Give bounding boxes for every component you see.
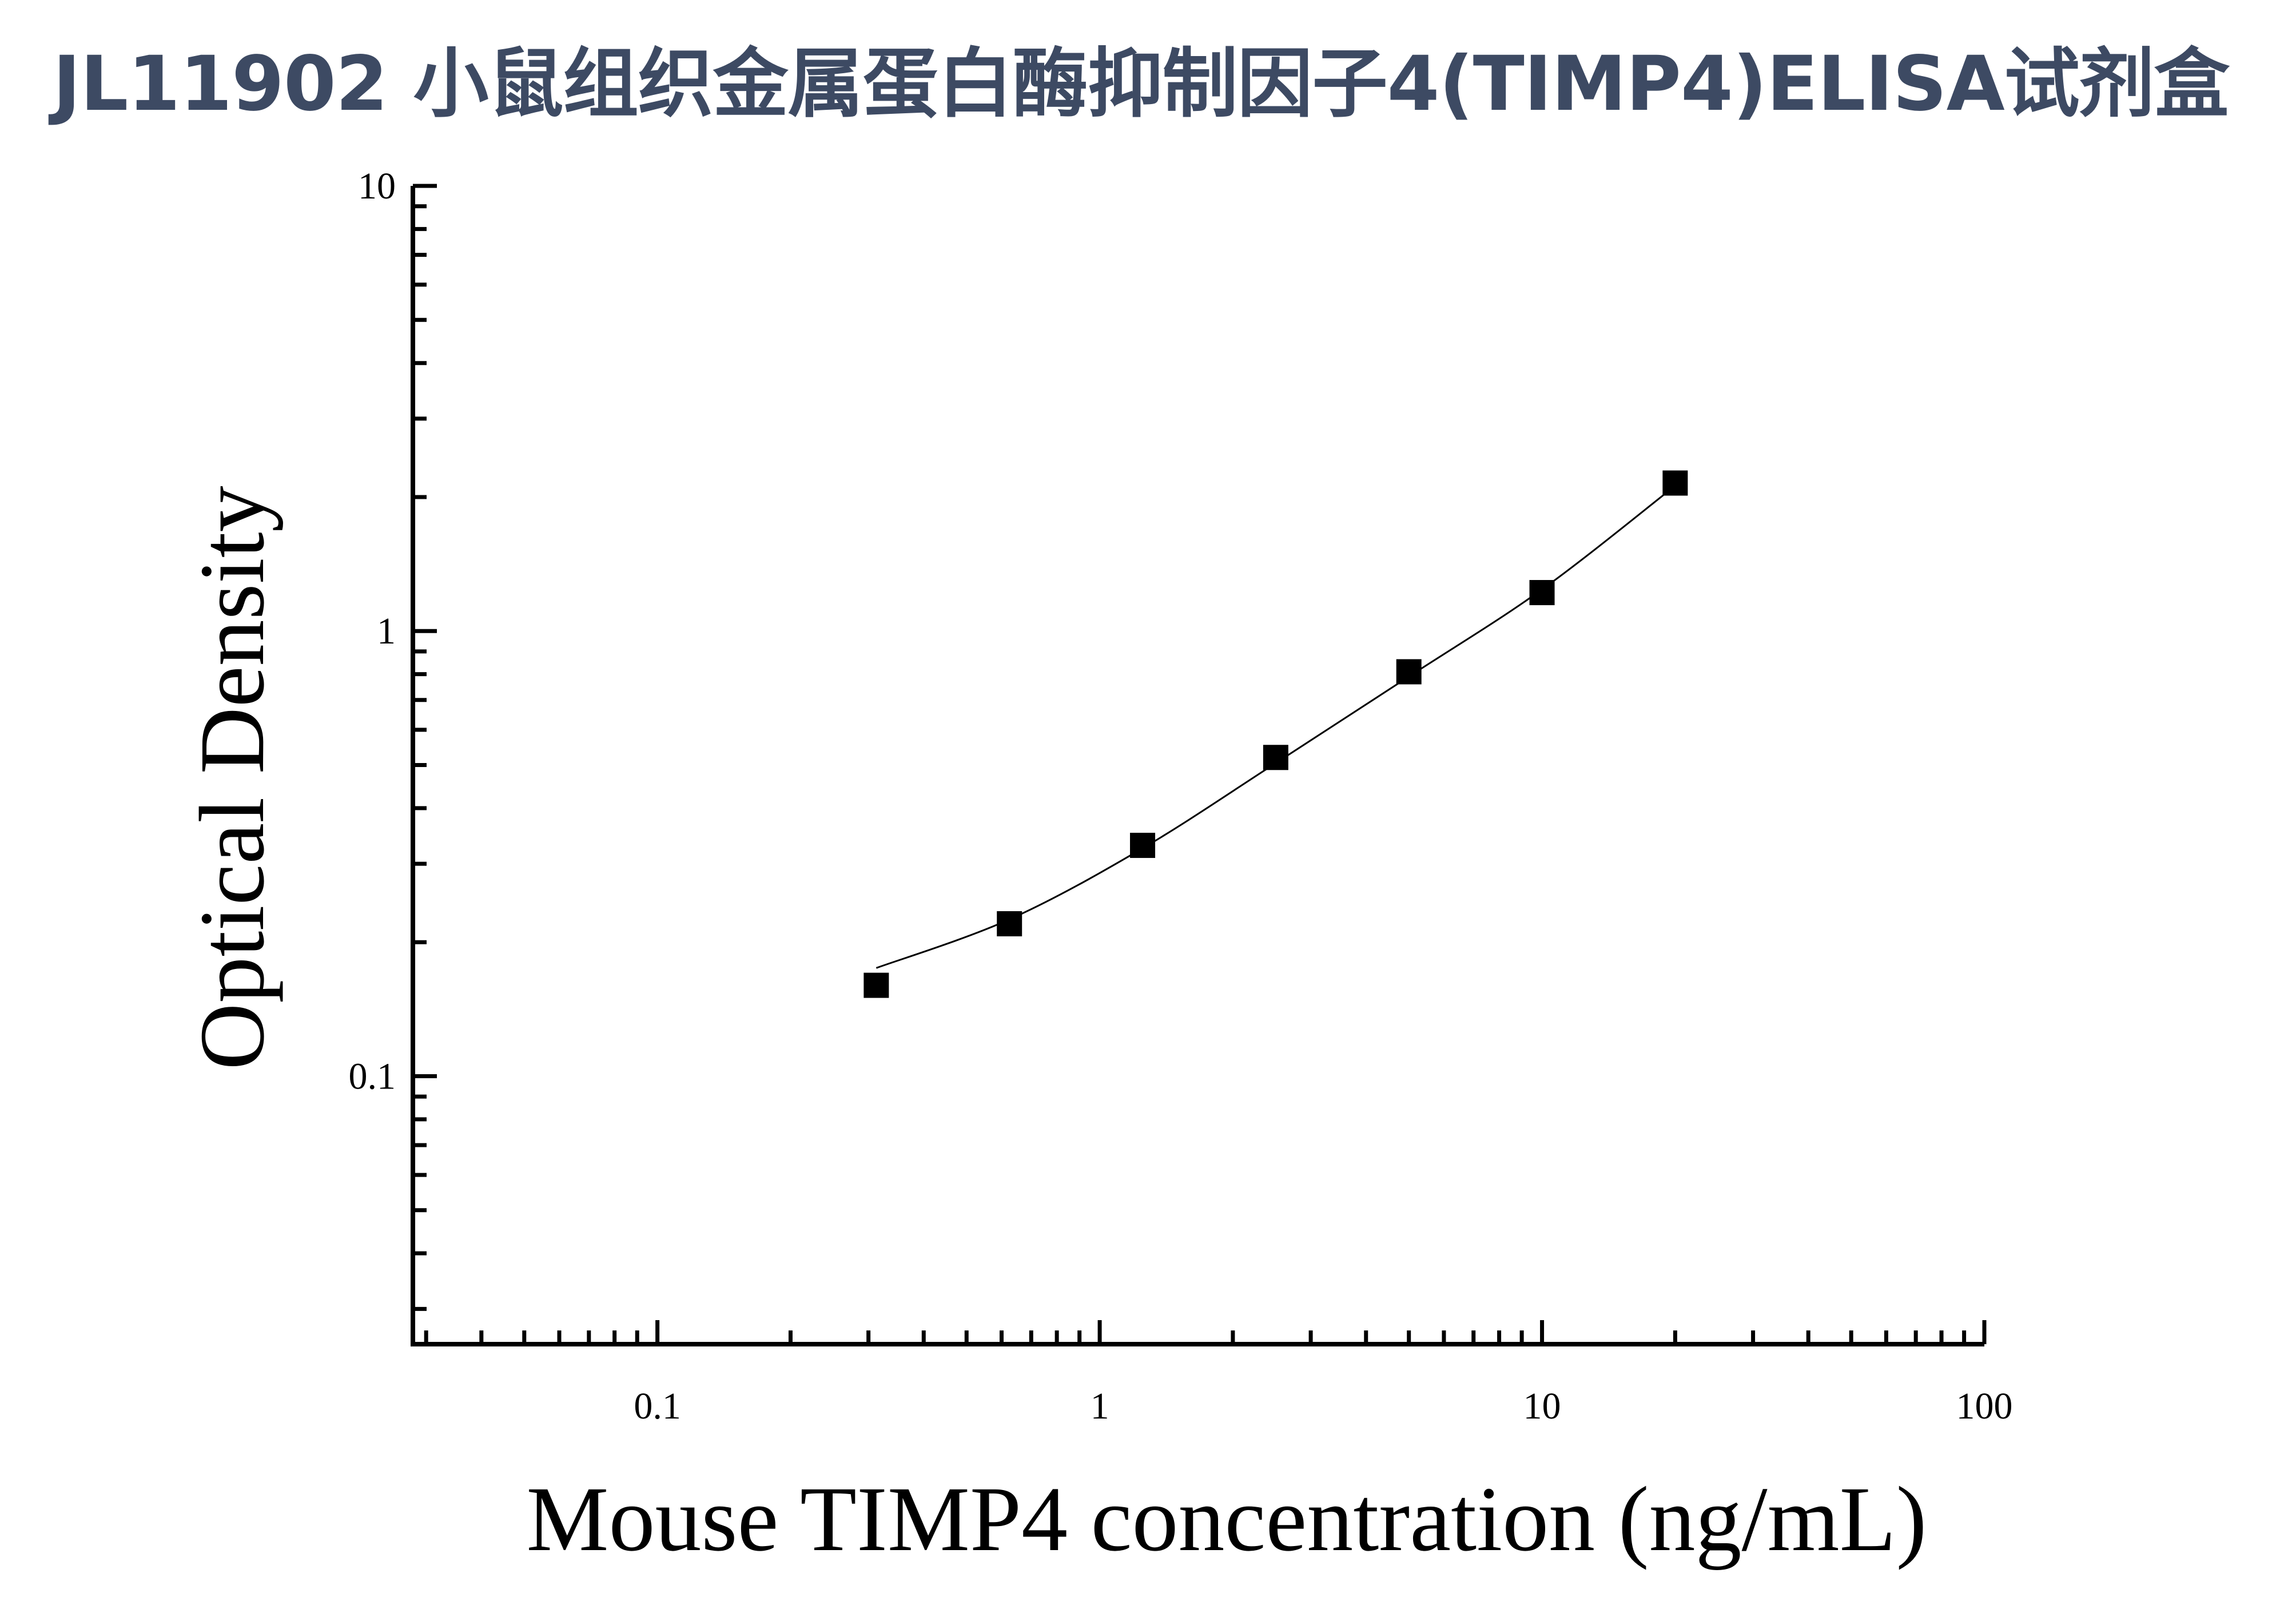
x-tick-label: 100	[1956, 1385, 2013, 1427]
data-point	[1529, 580, 1555, 606]
y-axis-label: Optical Density	[181, 486, 284, 1070]
y-tick-label: 1	[377, 610, 396, 652]
data-point	[1396, 659, 1422, 685]
y-tick-label: 0.1	[349, 1055, 396, 1097]
data-point	[997, 911, 1022, 936]
x-axis-ticks: 0.1 1 10 100	[424, 1320, 2013, 1427]
data-point	[1662, 470, 1688, 496]
data-points	[864, 470, 1688, 998]
x-tick-label: 10	[1523, 1385, 1561, 1427]
data-point	[1263, 745, 1288, 770]
axes	[411, 186, 1984, 1346]
y-axis-ticks: 0.1 1 10	[349, 165, 437, 1311]
chart-title: JL11902 小鼠组织金属蛋白酶抑制因子4(TIMP4)ELISA试剂盒	[53, 40, 2230, 128]
x-tick-label: 0.1	[634, 1385, 681, 1427]
y-tick-label: 10	[358, 165, 396, 207]
x-tick-label: 1	[1091, 1385, 1109, 1427]
x-axis-label: Mouse TIMP4 concentration (ng/mL)	[526, 1468, 1927, 1571]
fit-curve	[876, 485, 1676, 969]
data-point	[864, 972, 889, 998]
fit-curve-group	[876, 485, 1676, 969]
data-point	[1130, 832, 1156, 858]
